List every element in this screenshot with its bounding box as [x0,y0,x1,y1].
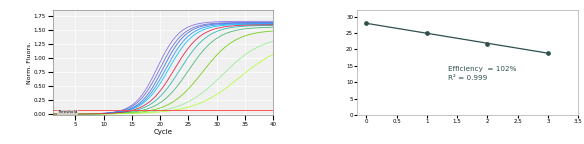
Y-axis label: Norm. Fluors.: Norm. Fluors. [27,41,32,84]
Text: Threshold: Threshold [57,110,77,114]
Point [422,32,432,34]
Text: Efficiency  = 102%
R² = 0.999: Efficiency = 102% R² = 0.999 [448,66,517,81]
Point [361,22,371,24]
Point [543,52,552,54]
Point [483,43,492,45]
X-axis label: Cycle: Cycle [154,129,172,134]
